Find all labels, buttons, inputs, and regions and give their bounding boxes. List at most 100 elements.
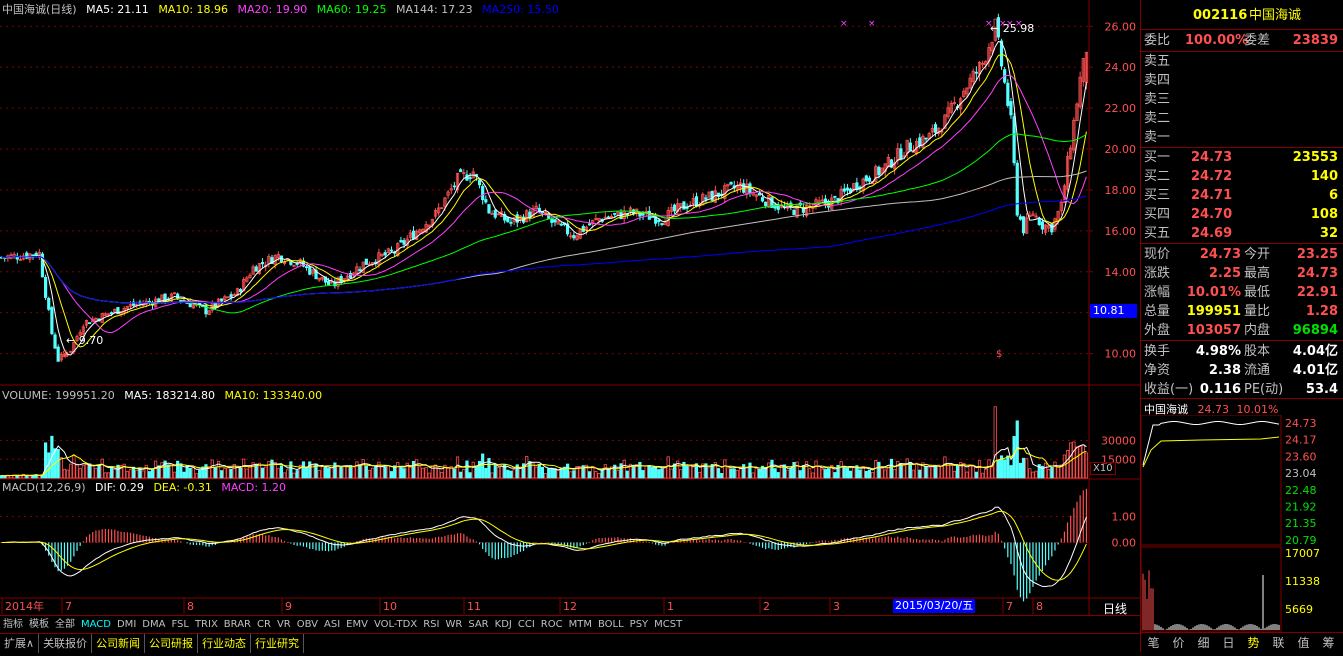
- candle-body: [1012, 116, 1016, 164]
- kline-chart[interactable]: 10.0012.0014.0016.0018.0020.0022.0024.00…: [0, 0, 1140, 652]
- volume-bar: [688, 465, 692, 479]
- volume-bar: [78, 468, 82, 479]
- volume-bar: [452, 468, 456, 479]
- quote-tab-势[interactable]: 势: [1247, 636, 1260, 650]
- candle-body: [996, 17, 1000, 38]
- volume-bar: [792, 461, 796, 479]
- indicator-tab-brar[interactable]: BRAR: [223, 619, 251, 630]
- indicator-tab-rsi[interactable]: RSI: [423, 619, 440, 630]
- ma20-legend: MA20: 19.90: [237, 3, 308, 16]
- chart-area[interactable]: 10.0012.0014.0016.0018.0020.0022.0024.00…: [0, 0, 1140, 652]
- candle-body: [893, 162, 897, 170]
- candle-body: [861, 178, 865, 192]
- volume-bar: [999, 455, 1004, 479]
- volume-bar: [732, 468, 736, 479]
- sell-level-row: 卖二: [1144, 111, 1171, 126]
- volume-bar: [531, 462, 535, 479]
- candle-body: [1034, 215, 1038, 218]
- indicator-tab-vr[interactable]: VR: [276, 619, 291, 630]
- volume-bar: [877, 461, 881, 479]
- volume-bar: [345, 465, 350, 479]
- bottom-tab-5[interactable]: 行业研究: [251, 634, 305, 653]
- time-axis-label: 2: [763, 600, 770, 613]
- candle-body: [204, 305, 208, 315]
- indicator-tab-asi[interactable]: ASI: [324, 619, 341, 630]
- indicator-tab-模板[interactable]: 模板: [29, 619, 49, 630]
- volume-bar: [896, 460, 900, 479]
- volume-bar: [235, 466, 240, 479]
- candle-body: [572, 235, 576, 239]
- volume-bar: [408, 466, 412, 479]
- candle-body: [704, 197, 708, 200]
- candle-body: [716, 192, 721, 197]
- signal-marker: $: [996, 349, 1002, 360]
- time-axis-label: 1: [667, 600, 674, 613]
- volume-bar: [569, 471, 573, 479]
- mini-price: 24.73: [1197, 403, 1230, 416]
- volume-bar: [572, 470, 576, 479]
- candle-body: [380, 253, 384, 257]
- candle-body: [559, 223, 563, 226]
- period-label[interactable]: 日线: [1103, 602, 1128, 616]
- indicator-tab-cr[interactable]: CR: [257, 619, 271, 630]
- candle-body: [767, 194, 771, 208]
- indicator-tab-mtm[interactable]: MTM: [568, 619, 592, 630]
- candle-body: [792, 209, 796, 215]
- candle-body: [663, 222, 667, 226]
- indicator-tab-roc[interactable]: ROC: [540, 619, 563, 630]
- volume-bar: [213, 467, 217, 479]
- volume-bar: [477, 460, 482, 479]
- bottom-tab-0[interactable]: 扩展∧: [0, 634, 40, 653]
- intraday-chart[interactable]: 24.73 24.17 23.60 23.04 22.48 21.92 21.35 20.79…: [1141, 415, 1343, 632]
- indicator-tab-kdj[interactable]: KDJ: [494, 619, 512, 630]
- quote-tab-值[interactable]: 值: [1297, 636, 1310, 650]
- indicator-tab-cci[interactable]: CCI: [517, 619, 535, 630]
- volume-bar: [782, 464, 787, 479]
- quote-tab-价[interactable]: 价: [1172, 636, 1185, 650]
- candle-body: [245, 277, 249, 282]
- price-tick-label: 20.00: [1105, 143, 1137, 156]
- volume-bar: [276, 468, 280, 479]
- bottom-tab-4[interactable]: 行业动态: [198, 634, 252, 653]
- volume-bar: [499, 466, 504, 479]
- quote-tab-日[interactable]: 日: [1222, 636, 1235, 650]
- candle-body: [242, 278, 246, 292]
- volume-bar: [242, 458, 246, 479]
- indicator-tab-dmi[interactable]: DMI: [116, 619, 137, 630]
- volume-bar: [553, 468, 557, 479]
- indicator-tab-macd[interactable]: MACD: [81, 619, 111, 630]
- price-tick-label: 22.00: [1105, 102, 1137, 115]
- candle-body: [308, 266, 312, 275]
- stock-period-label: 中国海诚(日线): [2, 3, 77, 16]
- indicator-tab-mcst[interactable]: MCST: [654, 619, 683, 630]
- volume-bar: [1025, 458, 1029, 479]
- indicator-tab-vol-tdx[interactable]: VOL-TDX: [373, 619, 418, 630]
- volume-bar: [25, 475, 29, 479]
- volume-bar: [172, 471, 177, 479]
- indicator-tab-dma[interactable]: DMA: [142, 619, 166, 630]
- indicator-tab-wr[interactable]: WR: [445, 619, 463, 630]
- quote-tab-细[interactable]: 细: [1197, 636, 1210, 650]
- volume-bar: [72, 455, 76, 479]
- quote-tab-笔[interactable]: 笔: [1147, 636, 1160, 650]
- indicator-tab-sar[interactable]: SAR: [468, 619, 489, 630]
- indicator-tab-boll[interactable]: BOLL: [597, 619, 624, 630]
- candle-body: [949, 102, 953, 113]
- indicator-tab-obv[interactable]: OBV: [296, 619, 318, 630]
- indicator-tab-emv[interactable]: EMV: [346, 619, 368, 630]
- quote-tab-筹[interactable]: 筹: [1322, 636, 1335, 650]
- candle-body: [899, 148, 903, 160]
- indicator-tab-全部[interactable]: 全部: [55, 619, 75, 630]
- bottom-tab-3[interactable]: 公司研报: [145, 634, 199, 653]
- indicator-tab-trix[interactable]: TRIX: [194, 619, 218, 630]
- indicator-tab-指标[interactable]: 指标: [3, 619, 23, 630]
- bottom-tab-2[interactable]: 公司新闻: [92, 634, 146, 653]
- bottom-tab-1[interactable]: 关联报价: [39, 634, 93, 653]
- volume-bar: [1031, 471, 1035, 479]
- quote-tab-联[interactable]: 联: [1272, 636, 1285, 650]
- indicator-tab-psy[interactable]: PSY: [629, 619, 649, 630]
- candle-body: [317, 277, 321, 281]
- indicator-tab-fsl[interactable]: FSL: [171, 619, 189, 630]
- volume-bar: [355, 461, 359, 479]
- volume-bar: [770, 459, 774, 479]
